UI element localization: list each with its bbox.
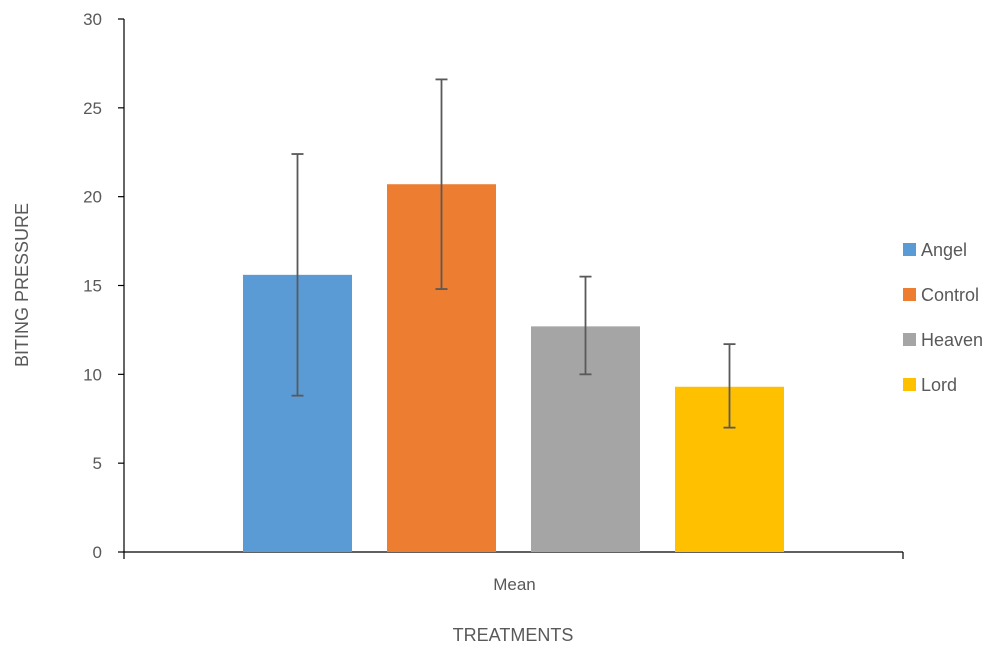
y-tick-label: 25	[83, 99, 102, 118]
legend: Angel Control Heaven Lord	[903, 240, 983, 395]
legend-swatch	[903, 243, 916, 256]
error-bar-control	[435, 78, 448, 290]
error-bars	[291, 78, 736, 429]
legend-swatch	[903, 333, 916, 346]
legend-item-control: Control	[903, 285, 979, 305]
y-tick-label: 30	[83, 10, 102, 29]
legend-label: Heaven	[921, 330, 983, 350]
legend-swatch	[903, 288, 916, 301]
error-bar-lord	[723, 343, 736, 429]
y-tick-label: 0	[93, 543, 102, 562]
legend-item-angel: Angel	[903, 240, 967, 260]
legend-label: Control	[921, 285, 979, 305]
x-tick-label: Mean	[493, 575, 536, 594]
error-bar-heaven	[579, 275, 592, 376]
legend-swatch	[903, 378, 916, 391]
y-axis-label: BITING PRESSURE	[12, 203, 32, 367]
y-tick-label: 10	[83, 365, 102, 384]
axis-labels: BITING PRESSURE TREATMENTS	[12, 203, 573, 645]
bars	[243, 184, 784, 553]
x-axis-label: TREATMENTS	[453, 625, 574, 645]
error-bar-angel	[291, 153, 304, 397]
legend-label: Lord	[921, 375, 957, 395]
y-tick-label: 5	[93, 454, 102, 473]
legend-label: Angel	[921, 240, 967, 260]
legend-item-heaven: Heaven	[903, 330, 983, 350]
y-tick-label: 15	[83, 277, 102, 296]
legend-item-lord: Lord	[903, 375, 957, 395]
y-tick-label: 20	[83, 188, 102, 207]
